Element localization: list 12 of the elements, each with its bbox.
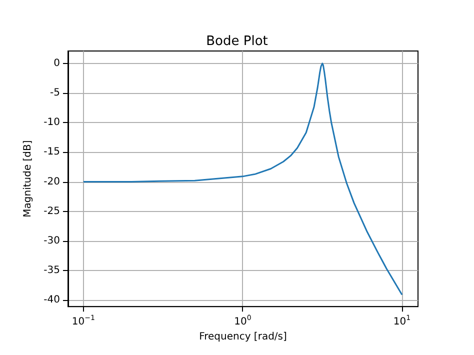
- y-axis-title: Magnitude [dB]: [22, 140, 34, 218]
- y-tick-label: -5: [50, 88, 60, 99]
- y-tick-label: -25: [44, 206, 60, 217]
- y-tick-label: -40: [44, 294, 60, 306]
- chart-title: Bode Plot: [206, 34, 268, 49]
- y-tick-label: -10: [44, 117, 60, 128]
- y-tick-label: -30: [44, 235, 60, 246]
- y-tick-label: -20: [44, 176, 60, 188]
- x-axis-title: Frequency [rad/s]: [199, 332, 287, 342]
- y-tick-label: -15: [44, 146, 60, 158]
- y-tick-label: 0: [54, 58, 60, 69]
- y-tick-label: -35: [44, 265, 60, 276]
